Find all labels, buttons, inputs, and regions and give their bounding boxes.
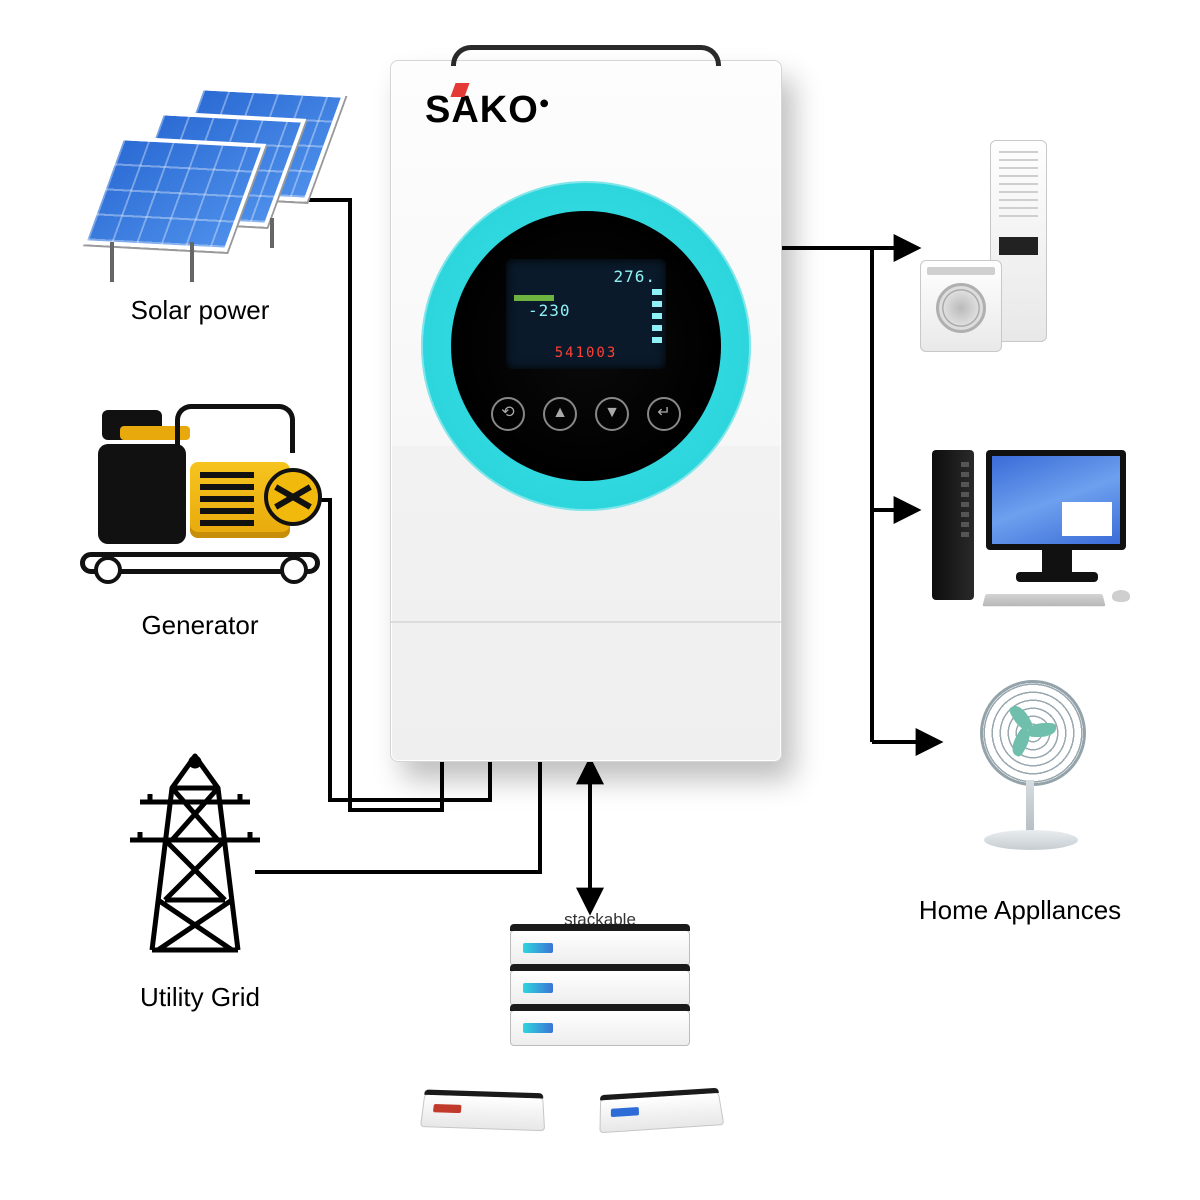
inverter-handle (451, 45, 721, 66)
lcd-line1: 276. (613, 267, 656, 286)
inverter-brand: SAKO● (425, 89, 551, 132)
keyboard-icon (982, 594, 1105, 606)
battery-floor-left-icon (420, 1094, 545, 1131)
utility-grid-icon (120, 750, 270, 960)
battery-stack-icon: stackable (510, 930, 690, 1050)
inverter-buttons: ⟲ ▲ ▼ ↵ (491, 397, 681, 431)
generator-icon (80, 400, 310, 580)
solar-panel-icon (80, 90, 320, 260)
battery-floor-right-icon (599, 1092, 724, 1133)
pc-tower-icon (932, 450, 974, 600)
grid-label: Utility Grid (110, 982, 290, 1013)
btn-down-icon[interactable]: ▼ (595, 397, 629, 431)
washing-machine-icon (920, 260, 1002, 352)
brand-text: SAKO (425, 89, 539, 131)
mouse-icon (1112, 590, 1130, 602)
monitor-base (1016, 572, 1098, 582)
generator-label: Generator (110, 610, 290, 641)
lcd-line3: 541003 (555, 345, 618, 361)
monitor-stand (1042, 550, 1072, 574)
inverter-device: SAKO● 276. -230 541003 ⟲ ▲ ▼ ↵ (390, 60, 782, 762)
lcd-line2: -230 (528, 301, 571, 320)
btn-back-icon[interactable]: ⟲ (491, 397, 525, 431)
appliances-label: Home Appllances (890, 895, 1150, 926)
btn-enter-icon[interactable]: ↵ (647, 397, 681, 431)
inverter-lcd: 276. -230 541003 (506, 259, 666, 369)
pc-monitor-icon (986, 450, 1126, 550)
solar-label: Solar power (100, 295, 300, 326)
fan-icon (950, 680, 1110, 860)
btn-up-icon[interactable]: ▲ (543, 397, 577, 431)
